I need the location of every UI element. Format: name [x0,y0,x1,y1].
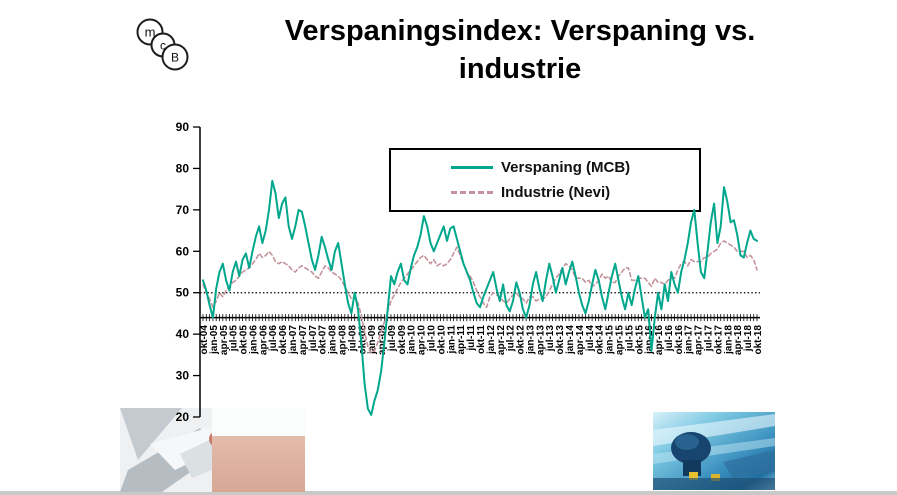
y-tick-label: 40 [176,327,190,341]
x-tick-label: jul-11 [466,325,477,352]
x-tick-label: jul-14 [585,325,596,353]
x-tick-label: jan-12 [486,325,497,355]
x-tick-label: apr-17 [694,325,705,355]
x-tick-label: okt-16 [674,325,685,355]
x-tick-label: jan-09 [367,325,378,355]
legend-entry-verspaning: Verspaning (MCB) [451,159,699,176]
x-tick-label: jan-08 [328,325,339,355]
x-tick-label: apr-16 [654,325,665,355]
x-tick-label: okt-10 [436,325,447,355]
x-tick-label: okt-17 [713,325,724,355]
x-tick-label: okt-18 [753,325,764,355]
logo-letter-m: m [145,25,156,40]
y-tick-label: 30 [176,369,190,383]
x-tick-label: jul-16 [664,325,675,353]
legend-label: Verspaning (MCB) [501,158,631,176]
x-tick-label: apr-12 [496,325,507,355]
x-tick-label: jul-06 [268,325,279,353]
photo-machining-left [120,408,305,495]
x-tick-label: jan-18 [723,325,734,355]
x-tick-label: jan-05 [209,325,220,355]
y-tick-label: 50 [176,286,190,300]
x-tick-label: apr-06 [258,325,269,355]
x-tick-label: jul-13 [545,325,556,353]
x-tick-label: jan-11 [446,325,457,355]
x-tick-label: okt-13 [555,325,566,355]
x-tick-label: jul-05 [229,325,240,353]
x-tick-label: jul-15 [624,325,635,353]
x-tick-label: apr-14 [575,325,586,355]
x-tick-label: jan-06 [248,325,259,355]
logo-letter-b: B [171,51,179,65]
x-tick-label: jul-07 [308,325,319,353]
photo-machining-right [653,412,775,495]
x-tick-label: jan-15 [605,325,616,355]
series-line-industrie-nevi [202,240,758,354]
page-title: Verspaningsindex: Verspaning vs. industr… [240,12,800,88]
logo-letter-c: c [160,39,166,53]
x-tick-label: okt-11 [476,325,487,354]
x-tick-label: apr-11 [456,325,467,355]
legend-line-sample-solid [451,165,493,169]
slide-bottom-edge [0,491,897,495]
x-tick-label: apr-07 [298,325,309,355]
title-line-1: Verspaningsindex: Verspaning vs. [284,15,756,47]
x-tick-label: okt-04 [199,325,210,355]
x-tick-label: jul-08 [347,325,358,353]
x-tick-label: apr-09 [377,325,388,355]
x-tick-label: okt-07 [318,325,329,355]
x-tick-label: okt-14 [595,325,606,355]
x-tick-label: okt-08 [357,325,368,355]
logo-circle-b [161,43,189,71]
x-tick-label: okt-05 [239,325,250,355]
chart-legend: Verspaning (MCB) Industrie (Nevi) [389,148,701,212]
x-tick-label: okt-12 [516,325,527,355]
title-line-2: industrie [458,53,582,85]
y-tick-label: 70 [176,203,190,217]
x-tick-label: apr-08 [338,325,349,355]
legend-entry-industrie: Industrie (Nevi) [451,184,699,201]
y-tick-label: 90 [176,120,190,134]
y-tick-label: 80 [176,161,190,175]
x-tick-label: jul-12 [506,325,517,353]
series-line-verspaning-mcb [202,179,758,416]
x-tick-label: jul-17 [704,325,715,353]
y-tick-label: 60 [176,244,190,258]
x-tick-label: apr-13 [535,325,546,355]
x-tick-label: jan-17 [684,325,695,355]
legend-line-sample-dashed [451,191,493,195]
x-tick-label: apr-05 [219,325,230,355]
x-tick-label: jan-14 [565,325,576,355]
mcb-logo-icon: m c B [136,18,189,71]
x-tick-label: okt-15 [634,325,645,355]
x-tick-label: jul-10 [427,325,438,353]
x-tick-label: apr-15 [615,325,626,355]
x-tick-label: jan-10 [407,325,418,355]
x-tick-label: jul-09 [387,325,398,353]
x-tick-label: apr-10 [417,325,428,355]
x-tick-label: okt-06 [278,325,289,355]
x-tick-label: jan-16 [644,325,655,355]
x-tick-label: jan-07 [288,325,299,355]
x-tick-label: jul-18 [743,325,754,353]
x-tick-label: okt-09 [397,325,408,355]
legend-label: Industrie (Nevi) [501,184,611,202]
x-tick-label: jan-13 [525,325,536,355]
x-tick-label: apr-18 [733,325,744,355]
